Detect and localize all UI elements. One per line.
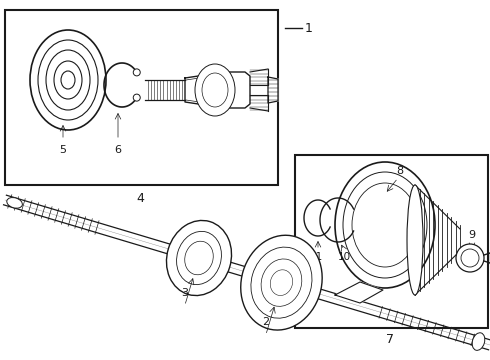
Bar [5,10,278,185]
Polygon shape [268,77,278,103]
Ellipse shape [30,30,106,130]
Ellipse shape [167,220,232,296]
Circle shape [456,244,484,272]
Ellipse shape [407,185,423,295]
Circle shape [133,69,140,76]
Text: 3: 3 [181,288,188,298]
Polygon shape [185,72,250,108]
Text: 5: 5 [59,145,67,155]
Ellipse shape [195,64,235,116]
Text: 2: 2 [262,318,270,327]
Ellipse shape [7,198,23,208]
Ellipse shape [472,333,485,350]
Text: 6: 6 [115,145,122,155]
Ellipse shape [241,235,322,330]
Text: 9: 9 [468,230,476,240]
Bar [295,155,488,328]
Text: 1: 1 [305,22,313,35]
Circle shape [133,94,140,101]
Polygon shape [335,282,383,303]
Text: 10: 10 [338,252,350,262]
Text: 7: 7 [386,333,394,346]
Text: 8: 8 [396,166,404,176]
Text: 11: 11 [309,252,322,262]
Text: 4: 4 [136,192,144,205]
Ellipse shape [335,162,435,288]
